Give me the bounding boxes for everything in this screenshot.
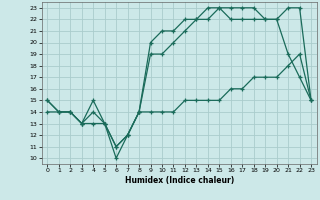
X-axis label: Humidex (Indice chaleur): Humidex (Indice chaleur) xyxy=(124,176,234,185)
